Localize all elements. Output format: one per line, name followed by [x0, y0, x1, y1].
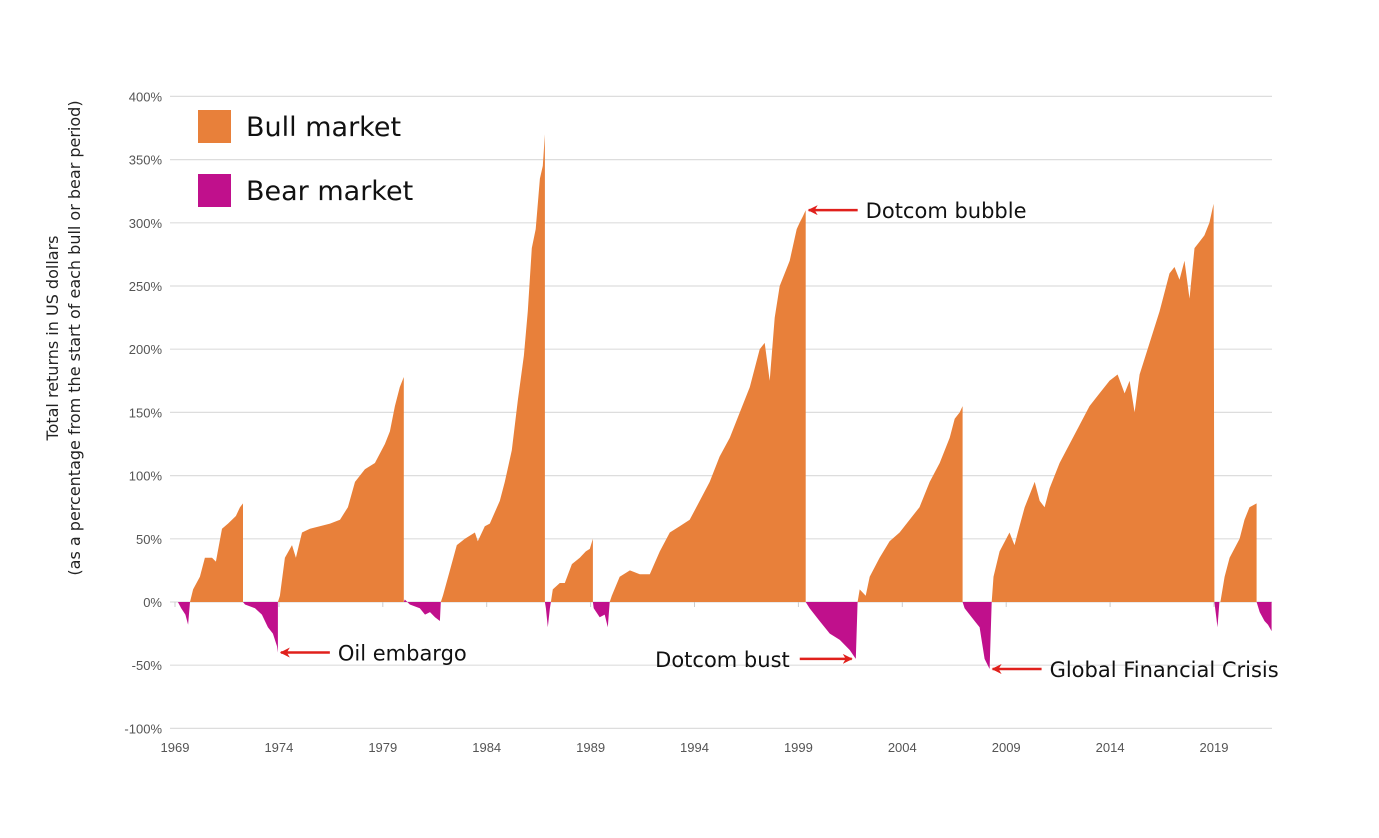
y-axis-ticks: -100% -50% 0% 50% 100% 150% 200% 250% 300% 350% 40…	[124, 89, 162, 736]
y-tick-label: -100%	[124, 721, 162, 736]
x-tick-label: 1984	[472, 740, 501, 755]
annotation-label: Oil embargo	[338, 642, 467, 666]
y-tick-label: 150%	[129, 405, 163, 420]
y-axis-title: Total returns in US dollars (as a percen…	[43, 100, 84, 575]
annotations: Oil embargo Dotcom bubble Dotcom bust Globa…	[279, 199, 1279, 682]
y-tick-label: 400%	[129, 89, 163, 104]
bear-market-area	[1214, 602, 1220, 628]
area-series	[177, 134, 1272, 669]
y-tick-label: 250%	[129, 279, 163, 294]
annotation-label: Dotcom bust	[655, 648, 790, 672]
bull-market-area	[189, 503, 243, 602]
x-tick-label: 2004	[888, 740, 917, 755]
bull-market-area	[550, 538, 593, 602]
y-tick-label: 350%	[129, 153, 163, 168]
bear-market-area	[242, 602, 278, 653]
x-tick-label: 2014	[1096, 740, 1125, 755]
legend-label-bull: Bull market	[246, 112, 401, 143]
x-tick-label: 1979	[368, 740, 397, 755]
x-tick-label: 2009	[992, 740, 1021, 755]
annotation-label: Global Financial Crisis	[1050, 658, 1279, 682]
y-axis-title-line1: Total returns in US dollars	[43, 236, 62, 442]
y-tick-label: -50%	[132, 658, 163, 673]
legend-swatch-bull	[198, 110, 231, 143]
bull-market-area	[609, 210, 806, 602]
y-tick-label: 100%	[129, 469, 163, 484]
bear-market-area	[592, 602, 610, 628]
bull-market-area	[277, 377, 404, 602]
annotation-label: Dotcom bubble	[866, 199, 1027, 223]
bear-market-area	[544, 602, 551, 628]
y-tick-label: 300%	[129, 216, 163, 231]
x-tick-label: 1969	[161, 740, 190, 755]
y-tick-label: 50%	[136, 532, 162, 547]
x-tick-label: 2019	[1200, 740, 1229, 755]
bear-market-area	[177, 602, 190, 625]
x-tick-label: 1994	[680, 740, 709, 755]
bull-market-area	[440, 134, 545, 603]
x-axis-ticks: 1969 1974 1979 1984 1989 1994 1999 2004 2009 2014…	[161, 602, 1229, 755]
bear-market-area	[962, 602, 992, 669]
y-tick-label: 200%	[129, 342, 163, 357]
bull-market-area	[1220, 503, 1257, 602]
legend-label-bear: Bear market	[246, 176, 413, 207]
legend: Bull market Bear market	[198, 110, 413, 207]
legend-swatch-bear	[198, 174, 231, 207]
x-tick-label: 1999	[784, 740, 813, 755]
x-tick-label: 1989	[576, 740, 605, 755]
bear-market-area	[1256, 602, 1272, 632]
bear-market-area	[805, 602, 858, 659]
bear-market-area	[403, 599, 441, 621]
y-axis-title-line2: (as a percentage from the start of each …	[65, 100, 84, 575]
bull-market-area	[991, 203, 1215, 603]
x-tick-label: 1974	[264, 740, 293, 755]
y-tick-label: 0%	[143, 595, 162, 610]
bull-market-area	[857, 406, 963, 602]
